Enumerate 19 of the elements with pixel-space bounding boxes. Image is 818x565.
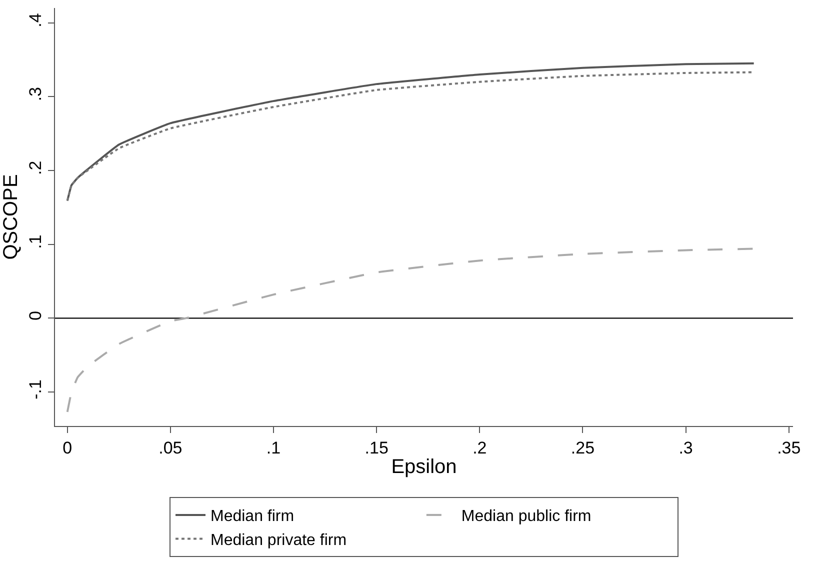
- y-tick-label: -.1: [26, 380, 46, 400]
- y-tick-label: .3: [26, 86, 46, 102]
- x-tick-label: .3: [678, 438, 693, 458]
- x-axis-title: Epsilon: [391, 456, 457, 478]
- x-tick-label: .2: [472, 438, 487, 458]
- x-tick-label: .15: [364, 438, 388, 458]
- legend-label: Median private firm: [210, 532, 347, 549]
- y-tick-label: 0: [26, 310, 46, 320]
- y-tick-label: .2: [26, 160, 46, 176]
- x-tick-label: .1: [266, 438, 281, 458]
- x-tick-label: 0: [62, 438, 72, 458]
- y-tick-label: .4: [26, 13, 46, 28]
- y-axis-title: QSCOPE: [0, 174, 22, 260]
- x-tick-label: .35: [777, 438, 801, 458]
- legend-label: Median public firm: [461, 508, 592, 526]
- y-tick-label: .1: [26, 234, 46, 249]
- legend-label: Median firm: [210, 508, 294, 526]
- x-tick-label: .05: [158, 438, 182, 458]
- x-tick-label: .25: [570, 438, 595, 458]
